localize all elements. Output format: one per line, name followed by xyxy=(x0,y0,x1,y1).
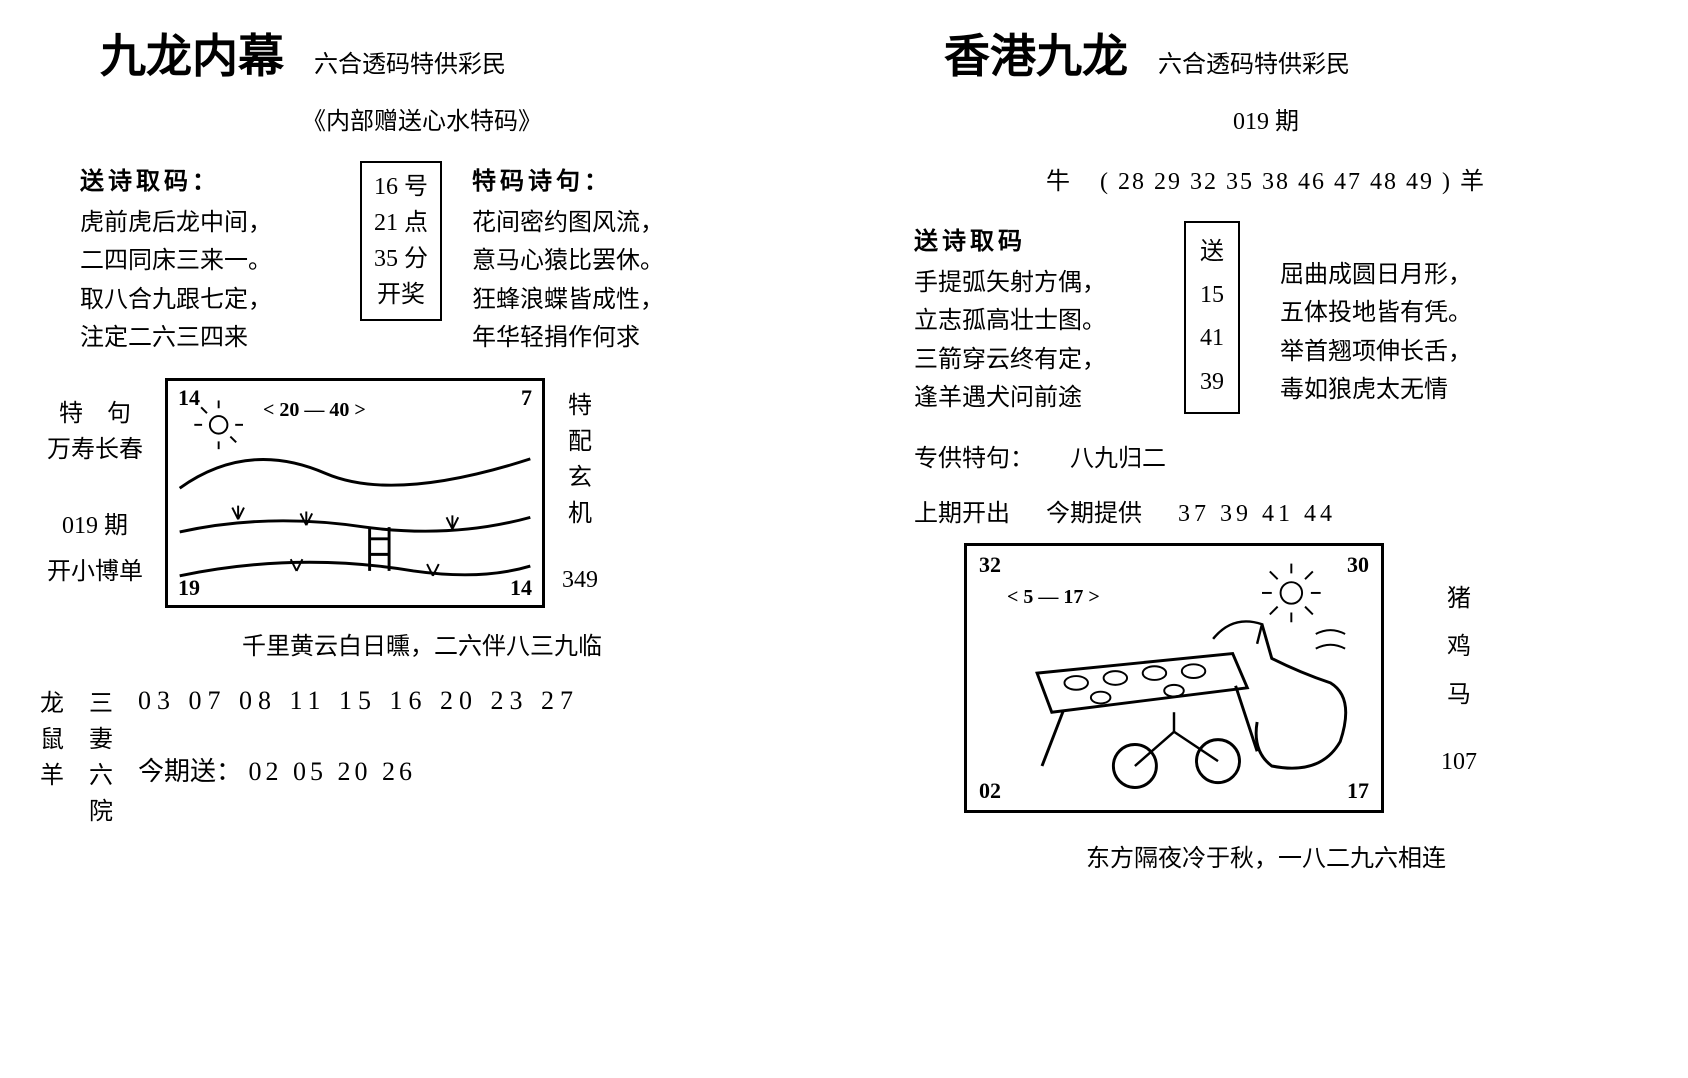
right-drawing-row: 32 30 02 17 < 5 — 17 > 猪 鸡 马 107 xyxy=(964,543,1648,813)
box-line: 开奖 xyxy=(374,277,428,313)
poem-line: 五体投地皆有凭。 xyxy=(1280,294,1472,332)
right-poem-label: 特码诗句： xyxy=(472,161,664,196)
side-right-num: 349 xyxy=(562,562,598,598)
left-drawing-row: 特 句 万寿长春 019 期 开小博单 xyxy=(40,378,804,608)
final-numbers: 02 05 20 26 xyxy=(249,757,417,786)
box-num: 41 xyxy=(1200,317,1224,360)
left-title: 九龙内幕 xyxy=(100,20,284,86)
corner-num: 7 xyxy=(521,385,532,411)
right-title: 香港九龙 xyxy=(944,20,1128,86)
box-line: 21 点 xyxy=(374,205,428,241)
poem-line: 逢羊遇犬问前途 xyxy=(914,379,1164,417)
corner-num: 19 xyxy=(178,575,200,601)
poem-line: 狂蜂浪蝶皆成性， xyxy=(472,281,664,319)
poem-line: 立志孤高壮士图。 xyxy=(914,302,1164,340)
send-box: 送 15 41 39 xyxy=(1184,221,1240,414)
box-header: 送 xyxy=(1200,231,1224,274)
zodiac-side: 猪 鸡 马 xyxy=(1447,575,1471,719)
left-title-row: 九龙内幕 六合透码特供彩民 xyxy=(100,20,804,86)
left-drawing: 14 7 19 14 < 20 — 40 > xyxy=(165,378,545,608)
time-box: 16 号 21 点 35 分 开奖 xyxy=(360,161,442,321)
right-subtitle: 六合透码特供彩民 xyxy=(1158,44,1350,79)
box-line: 16 号 xyxy=(374,169,428,205)
corner-num: 32 xyxy=(979,552,1001,578)
corner-num: 14 xyxy=(178,385,200,411)
number-row: 03 07 08 11 15 16 20 23 27 xyxy=(138,686,579,716)
poem-line: 虎前虎后龙中间， xyxy=(80,204,340,242)
zodiac-col: 龙 鼠 羊 xyxy=(40,686,64,794)
corner-num: 02 xyxy=(979,778,1001,804)
final-label: 今期送： xyxy=(138,757,242,786)
side-left-sub: 万寿长春 xyxy=(47,432,143,468)
left-bottom: 龙 鼠 羊 三 妻 六 院 03 07 08 11 15 16 20 23 27… xyxy=(40,686,804,830)
left-panel: 九龙内幕 六合透码特供彩民 《内部赠送心水特码》 送诗取码： 虎前虎后龙中间， … xyxy=(0,20,844,1058)
left-below-drawing: 千里黄云白日曛，二六伴八三九临 xyxy=(40,626,804,661)
poem-line: 年华轻捐作何求 xyxy=(472,319,664,357)
provide-line: 上期开出 今期提供 37 39 41 44 xyxy=(914,493,1648,528)
right-poem-row: 送诗取码 手提弧矢射方偶， 立志孤高壮士图。 三箭穿云终有定， 逢羊遇犬问前途 … xyxy=(914,221,1648,418)
right-below-drawing: 东方隔夜冷于秋，一八二九六相连 xyxy=(884,838,1648,873)
poem-line: 花间密约图风流， xyxy=(472,204,664,242)
right-right-poem: 屈曲成圆日月形， 五体投地皆有凭。 举首翘项伸长舌， 毒如狼虎太无情 xyxy=(1280,221,1472,410)
side-left-bottom: 开小博单 xyxy=(47,554,143,590)
left-poem-row: 送诗取码： 虎前虎后龙中间， 二四同床三来一。 取八合九跟七定， 注定二六三四来… xyxy=(80,161,804,358)
poem-line: 二四同床三来一。 xyxy=(80,242,340,280)
right-drawing: 32 30 02 17 < 5 — 17 > xyxy=(964,543,1384,813)
right-title-row: 香港九龙 六合透码特供彩民 xyxy=(944,20,1648,86)
poem-label: 送诗取码： xyxy=(80,161,340,196)
left-header-line: 《内部赠送心水特码》 xyxy=(40,101,804,136)
left-poem: 虎前虎后龙中间， 二四同床三来一。 取八合九跟七定， 注定二六三四来 xyxy=(80,204,340,358)
poem-line: 毒如狼虎太无情 xyxy=(1280,371,1472,409)
poem-line: 注定二六三四来 xyxy=(80,319,340,357)
range-text: < 20 — 40 > xyxy=(263,399,366,422)
poem-label: 送诗取码 xyxy=(914,221,1164,256)
zodiac-numbers: 牛 ( 28 29 32 35 38 46 47 48 49 ) 羊 xyxy=(884,161,1648,196)
poem-line: 三箭穿云终有定， xyxy=(914,341,1164,379)
box-num: 39 xyxy=(1200,361,1224,404)
side-right-label: 特配玄机 xyxy=(568,388,592,532)
corner-num: 17 xyxy=(1347,778,1369,804)
corner-num: 14 xyxy=(510,575,532,601)
side-left-period: 019 期 xyxy=(62,508,128,544)
special-line: 专供特句： 八九归二 xyxy=(914,438,1648,473)
poem-line: 取八合九跟七定， xyxy=(80,281,340,319)
phrase-col: 三 妻 六 院 xyxy=(89,686,113,830)
right-poem: 手提弧矢射方偶， 立志孤高壮士图。 三箭穿云终有定， 逢羊遇犬问前途 xyxy=(914,264,1164,418)
poem-line: 手提弧矢射方偶， xyxy=(914,264,1164,302)
corner-num: 30 xyxy=(1347,552,1369,578)
left-subtitle: 六合透码特供彩民 xyxy=(314,44,506,79)
range-text: < 5 — 17 > xyxy=(1007,586,1100,609)
side-right-num: 107 xyxy=(1441,744,1477,780)
poem-line: 举首翘项伸长舌， xyxy=(1280,333,1472,371)
box-num: 15 xyxy=(1200,274,1224,317)
box-line: 35 分 xyxy=(374,241,428,277)
right-panel: 香港九龙 六合透码特供彩民 019 期 牛 ( 28 29 32 35 38 4… xyxy=(844,20,1688,1058)
poem-line: 屈曲成圆日月形， xyxy=(1280,256,1472,294)
side-left-top: 特 句 xyxy=(59,396,131,432)
left-right-poem: 花间密约图风流， 意马心猿比罢休。 狂蜂浪蝶皆成性， 年华轻捐作何求 xyxy=(472,204,664,358)
right-period: 019 期 xyxy=(884,101,1648,136)
poem-line: 意马心猿比罢休。 xyxy=(472,242,664,280)
